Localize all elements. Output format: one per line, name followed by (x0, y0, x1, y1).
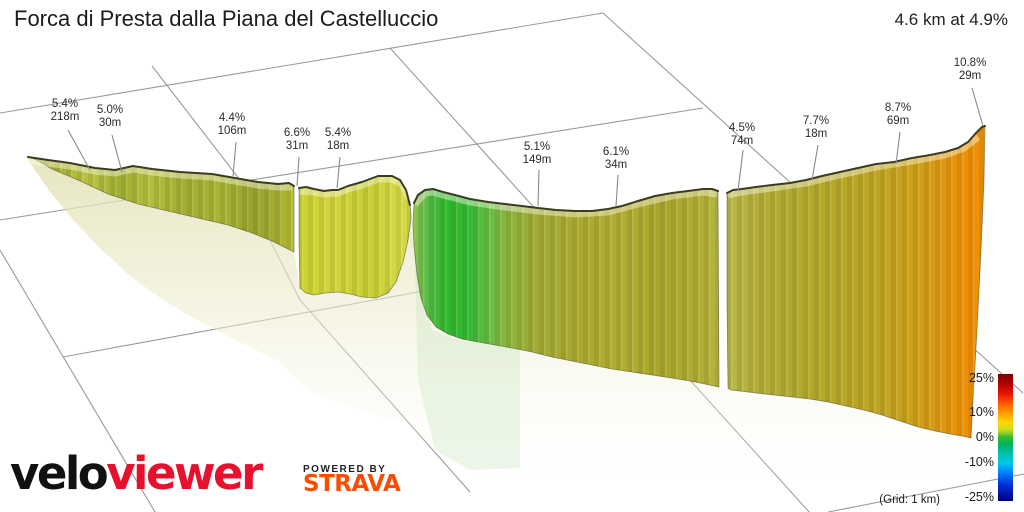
gradient-label: 5.1% 149m (522, 141, 552, 166)
road-surface-band (27, 134, 981, 218)
legend-tick: 0% (975, 430, 994, 444)
crest-outline (27, 125, 986, 212)
gradient-label: 8.7% 69m (884, 102, 912, 127)
gradient-label: 10.8% 29m (953, 57, 987, 82)
legend-tick: 10% (968, 405, 994, 419)
veloviewer-logo[interactable]: veloviewer (10, 446, 263, 502)
legend-gradient-bar (998, 374, 1013, 501)
legend-tick: -25% (964, 490, 994, 504)
gradient-label: 5.4% 18m (324, 127, 352, 152)
grid-line (0, 12, 604, 114)
label-leader-lines (67, 87, 984, 207)
gradient-label: 6.6% 31m (283, 127, 311, 152)
reflection-green-tint (414, 230, 520, 470)
ribbon-stripe-overlay (28, 126, 985, 438)
grid-line (0, 249, 156, 512)
powered-by-text: POWERED BY (303, 464, 387, 475)
gradient-label: 5.4% 218m (50, 98, 80, 123)
logo-viewer-text: viewer (106, 447, 263, 500)
climb-summary: 4.6 km at 4.9% (894, 10, 1008, 29)
logo-velo-text: velo (10, 447, 109, 500)
strava-wordmark: STRAVA (303, 471, 401, 497)
gradient-label: 4.4% 106m (217, 112, 247, 137)
gradient-label: 4.5% 74m (728, 122, 756, 147)
strava-attribution[interactable]: POWERED BY STRAVA (303, 462, 401, 497)
gradient-label: 6.1% 34m (602, 146, 630, 171)
legend-tick: 25% (968, 371, 994, 385)
grid-scale-note: (Grid: 1 km) (879, 494, 940, 506)
gradient-label: 5.0% 30m (96, 104, 124, 129)
gradient-label: 7.7% 18m (802, 115, 830, 140)
profile-reflection (28, 157, 985, 512)
page-title: Forca di Presta dalla Piana del Castellu… (14, 6, 439, 31)
legend-tick: -10% (964, 455, 994, 469)
